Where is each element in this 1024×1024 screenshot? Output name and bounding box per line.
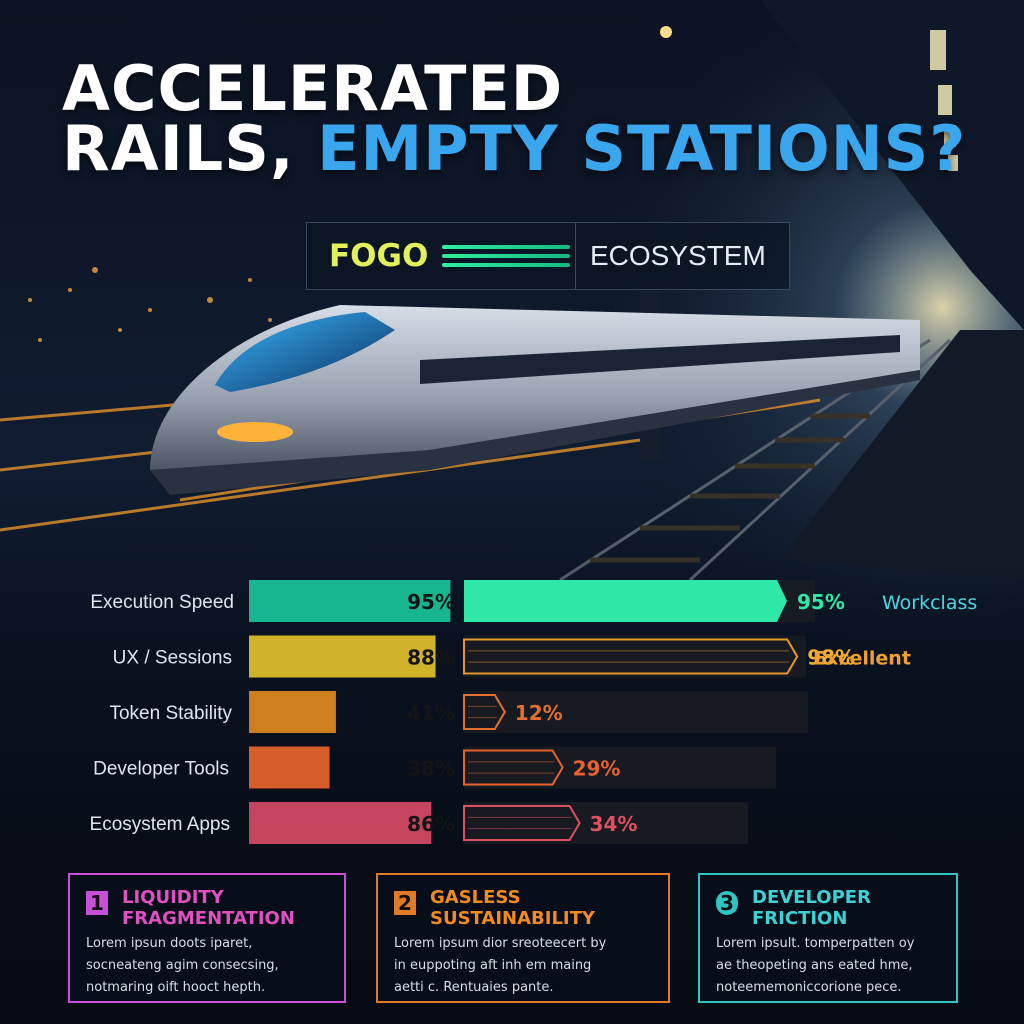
panel-body-line: Lorem ipsult. tomperpatten oy <box>716 936 915 951</box>
bar-series2 <box>463 638 799 675</box>
panel-body-line: notmaring oift hooct hepth. <box>86 980 266 995</box>
panel-body: Lorem ipsult. tomperpatten oy ae theopet… <box>716 933 940 999</box>
brand-label: ECOSYSTEM <box>590 240 766 271</box>
bar-series1 <box>249 802 432 844</box>
brand-left: FOGO <box>307 223 576 289</box>
value-label-series2: 98% <box>807 646 855 670</box>
value-label-series2: 29% <box>573 757 621 781</box>
bar-series2 <box>463 805 581 841</box>
panel-body-line: aetti c. Rentuaies pante. <box>394 980 554 995</box>
category-label: UX / Sessions <box>113 648 232 669</box>
bar-series2 <box>464 580 787 622</box>
panel-body-line: Lorem ipsun doots iparet, <box>86 936 253 951</box>
bar-series2 <box>463 749 564 786</box>
panel-body-line: in euppoting aft inh em maing <box>394 958 592 973</box>
headline-line-2: RAILS, EMPTY STATIONS? <box>62 112 966 185</box>
bar-series1 <box>249 580 451 622</box>
bar-track <box>464 691 808 733</box>
issue-panel-developer: 3 DEVELOPER FRICTION Lorem ipsult. tompe… <box>698 873 958 1003</box>
panel-header: 3 DEVELOPER FRICTION <box>716 887 940 929</box>
bar-series1 <box>249 691 336 733</box>
value-label-series2: 12% <box>515 701 563 725</box>
value-label-series2: 34% <box>590 812 638 836</box>
category-label: Ecosystem Apps <box>90 814 230 835</box>
panel-body: Lorem ipsun doots iparet, socneateng agi… <box>86 933 328 999</box>
value-label-series2: 95% <box>797 590 845 614</box>
headline-accent: EMPTY STATIONS? <box>317 112 967 185</box>
issue-panel-gasless: 2 GASLESS SUSTAINABILITY Lorem ipsum dio… <box>376 873 670 1003</box>
bar-series2 <box>463 694 506 730</box>
value-label-series1: 95% <box>407 590 455 614</box>
category-label: Execution Speed <box>90 592 234 613</box>
panel-body-line: noteememoniccorione pece. <box>716 980 902 995</box>
panel-title: DEVELOPER FRICTION <box>752 887 871 929</box>
panel-body-line: Lorem ipsum dior sreoteecert by <box>394 936 607 951</box>
panel-number-badge: 1 <box>86 891 108 915</box>
bar-track <box>464 635 806 678</box>
bar-series1 <box>249 746 330 789</box>
rating-label: Excellent <box>813 648 911 670</box>
panel-header: 1 LIQUIDITY FRAGMENTATION <box>86 887 328 929</box>
rating-label: Workclass <box>882 592 977 614</box>
category-label: Developer Tools <box>93 759 229 780</box>
category-label: Token Stability <box>109 703 232 724</box>
issue-panel-liquidity: 1 LIQUIDITY FRAGMENTATION Lorem ipsun do… <box>68 873 346 1003</box>
panel-title: GASLESS SUSTAINABILITY <box>430 887 595 929</box>
panel-body-line: socneateng agim consecsing, <box>86 958 279 973</box>
headline-plain: RAILS, <box>62 112 295 185</box>
headline-line-1: ACCELERATED <box>62 52 564 125</box>
bar-series1 <box>249 635 436 678</box>
panel-header: 2 GASLESS SUSTAINABILITY <box>394 887 652 929</box>
value-label-series1: 38% <box>407 757 455 781</box>
brand-badge: FOGO ECOSYSTEM <box>306 222 790 290</box>
panel-number-badge: 2 <box>394 891 416 915</box>
panel-body: Lorem ipsum dior sreoteecert by in euppo… <box>394 933 652 999</box>
panel-body-line: ae theopeting ans eated hme, <box>716 958 913 973</box>
bar-track <box>464 746 776 789</box>
bar-track <box>464 802 748 844</box>
brand-stripes-icon <box>442 245 571 267</box>
value-label-series1: 41% <box>407 701 455 725</box>
value-label-series1: 88% <box>407 646 455 670</box>
panel-number-badge: 3 <box>716 891 738 915</box>
panel-title: LIQUIDITY FRAGMENTATION <box>122 887 295 929</box>
value-label-series1: 86% <box>407 812 455 836</box>
brand-name: FOGO <box>329 238 429 274</box>
